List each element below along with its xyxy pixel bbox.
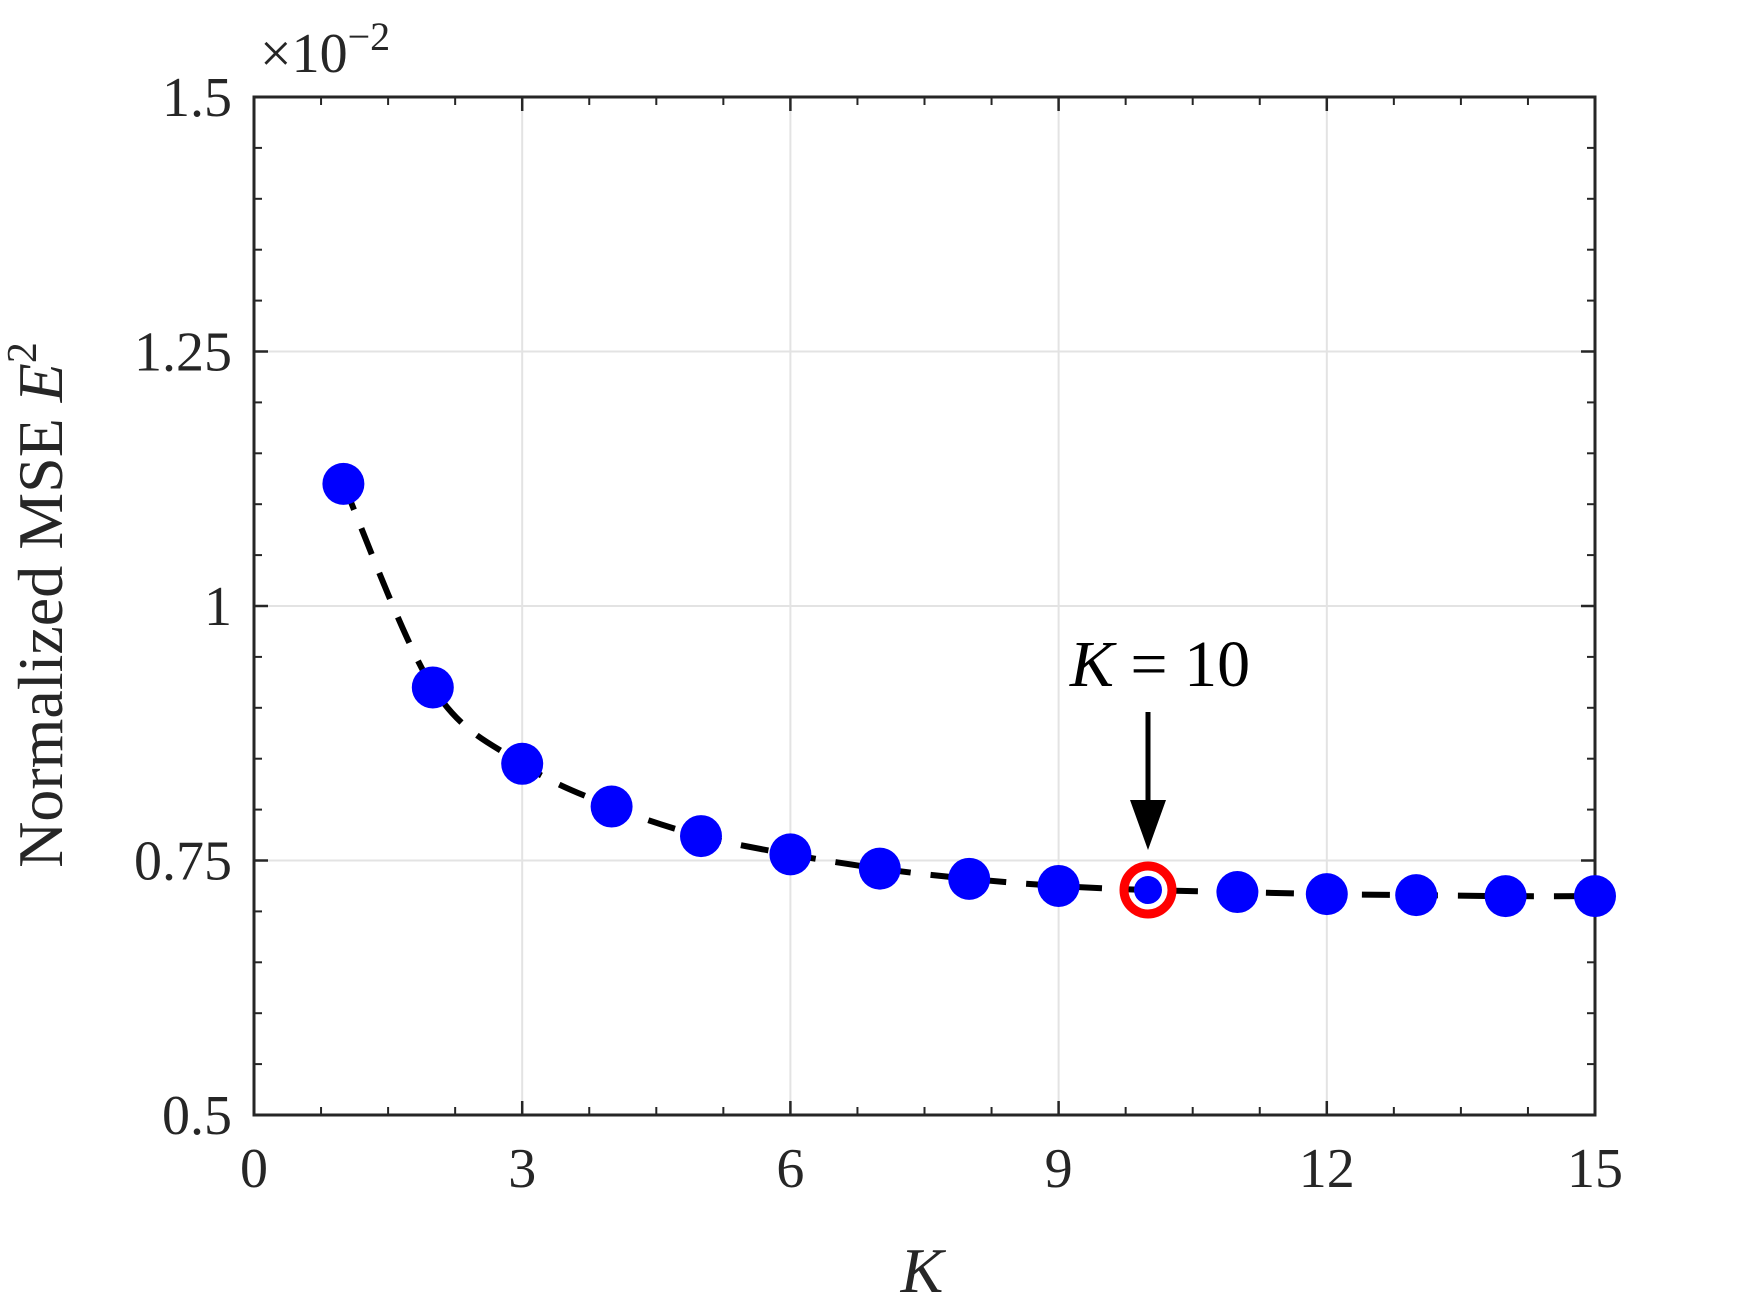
y-exponent-label: ×10−2 [260, 14, 390, 85]
y-tick-label: 0.75 [134, 831, 232, 893]
annotation: K = 10 [1069, 628, 1250, 850]
y-axis-label-symbol: E [5, 363, 76, 403]
highlight-ring [1119, 861, 1177, 919]
annotation-text: K = 10 [1069, 628, 1250, 701]
data-point [948, 857, 991, 900]
data-point [680, 815, 722, 858]
x-tick-label: 9 [1045, 1138, 1073, 1200]
data-point [1134, 876, 1162, 905]
data-point [1216, 871, 1259, 914]
data-point [501, 742, 544, 785]
y-tick-label: 1.25 [134, 322, 232, 384]
series-dashed-line [340, 482, 1596, 900]
data-point [411, 666, 454, 709]
x-tick-label: 15 [1567, 1138, 1623, 1200]
x-tick-labels: 0 3 6 9 12 15 [240, 1138, 1623, 1200]
x-tick-label: 0 [240, 1138, 268, 1200]
annotation-value: = 10 [1114, 628, 1250, 701]
y-axis-label-power: 2 [0, 342, 46, 363]
y-tick-label: 0.5 [162, 1085, 232, 1147]
data-point [1395, 874, 1438, 917]
y-exponent-power: −2 [348, 14, 391, 59]
y-tick-label: 1.5 [162, 67, 232, 129]
data-point [590, 785, 633, 828]
plot-frame [252, 95, 1597, 1117]
data-point [858, 847, 901, 890]
data-point [322, 462, 365, 505]
grid-lines [253, 96, 1596, 1116]
x-tick-label: 6 [776, 1138, 804, 1200]
series-line [340, 482, 1596, 900]
annotation-arrow-head [1130, 800, 1166, 850]
y-exponent-base: ×10 [260, 23, 348, 85]
data-point [1574, 875, 1616, 918]
x-tick-label: 12 [1299, 1138, 1355, 1200]
data-point [1037, 864, 1080, 907]
data-point [1484, 875, 1527, 918]
annotation-variable: K [1069, 628, 1117, 701]
data-point [769, 833, 812, 876]
y-tick-labels: 0.5 0.75 1 1.25 1.5 [134, 67, 232, 1147]
y-axis-label-text: Normalized MSE [5, 402, 76, 868]
data-point [1305, 873, 1348, 916]
x-axis-label: K [900, 1235, 947, 1306]
y-tick-label: 1 [204, 576, 232, 638]
y-axis-label: Normalized MSE E2 [0, 342, 76, 868]
x-tick-label: 3 [508, 1138, 536, 1200]
series-points [322, 462, 1616, 918]
